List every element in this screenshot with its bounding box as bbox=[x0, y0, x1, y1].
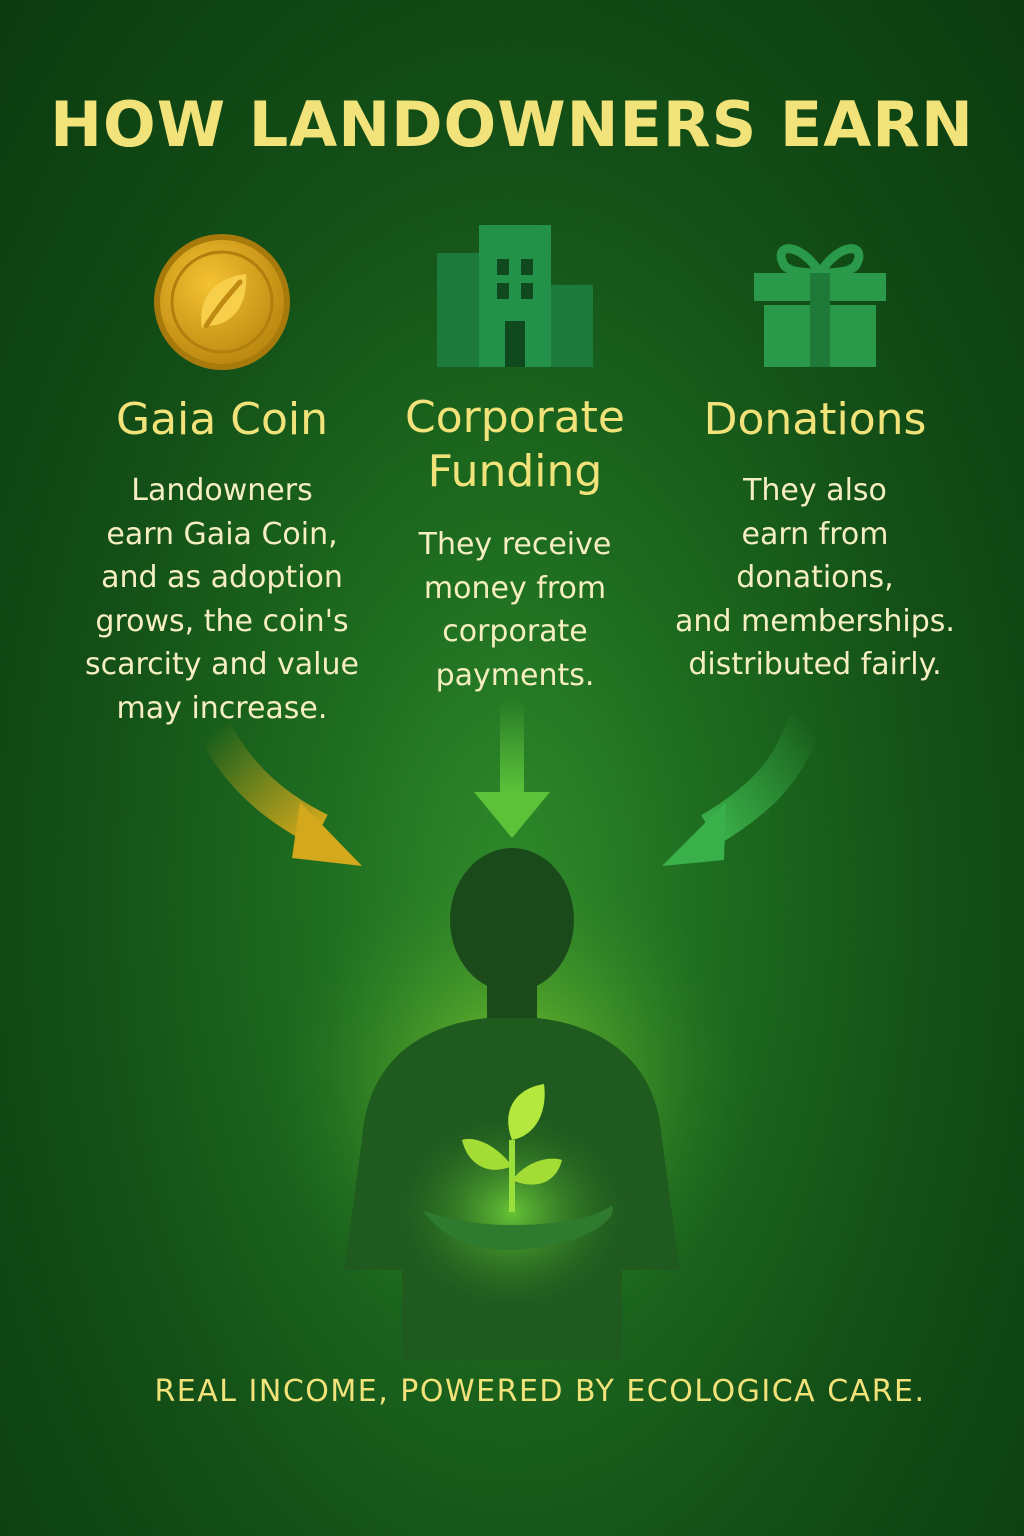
right-arrow-head bbox=[662, 802, 726, 866]
donations-heading: Donations bbox=[703, 394, 927, 445]
donations-description: They also earn from donations, and membe… bbox=[675, 473, 955, 682]
arrows-graphic bbox=[0, 690, 1024, 880]
sprout-icon bbox=[462, 1084, 562, 1212]
right-arrow bbox=[701, 714, 822, 845]
page-title: HOW LANDOWNERS EARN bbox=[50, 88, 974, 161]
gaia-coin-column: Gaia Coin Landowners earn Gaia Coin, and… bbox=[72, 225, 372, 745]
gaia-coin-description: Landowners earn Gaia Coin, and as adopti… bbox=[85, 473, 359, 726]
gaia-coin-heading: Gaia Coin bbox=[116, 394, 328, 445]
corporate-funding-description: They receive money from corporate paymen… bbox=[418, 527, 612, 693]
left-arrow-head bbox=[292, 802, 362, 866]
center-arrow bbox=[500, 700, 524, 794]
landowner-figure bbox=[272, 840, 752, 1360]
gold-leaf-coin-icon bbox=[150, 230, 294, 374]
neck bbox=[487, 980, 537, 1020]
hands bbox=[422, 1205, 613, 1250]
footer-tagline: REAL INCOME, POWERED BY ECOLOGICA CARE. bbox=[154, 1374, 926, 1409]
donations-column: Donations They also earn from donations,… bbox=[660, 225, 970, 695]
corporate-funding-column: Corporate Funding They receive money fro… bbox=[370, 225, 660, 695]
head bbox=[450, 848, 574, 992]
center-arrow-head bbox=[474, 792, 550, 838]
corporate-funding-heading: Corporate Funding bbox=[405, 392, 625, 497]
office-building-icon bbox=[435, 225, 595, 367]
gift-box-icon bbox=[750, 233, 890, 367]
